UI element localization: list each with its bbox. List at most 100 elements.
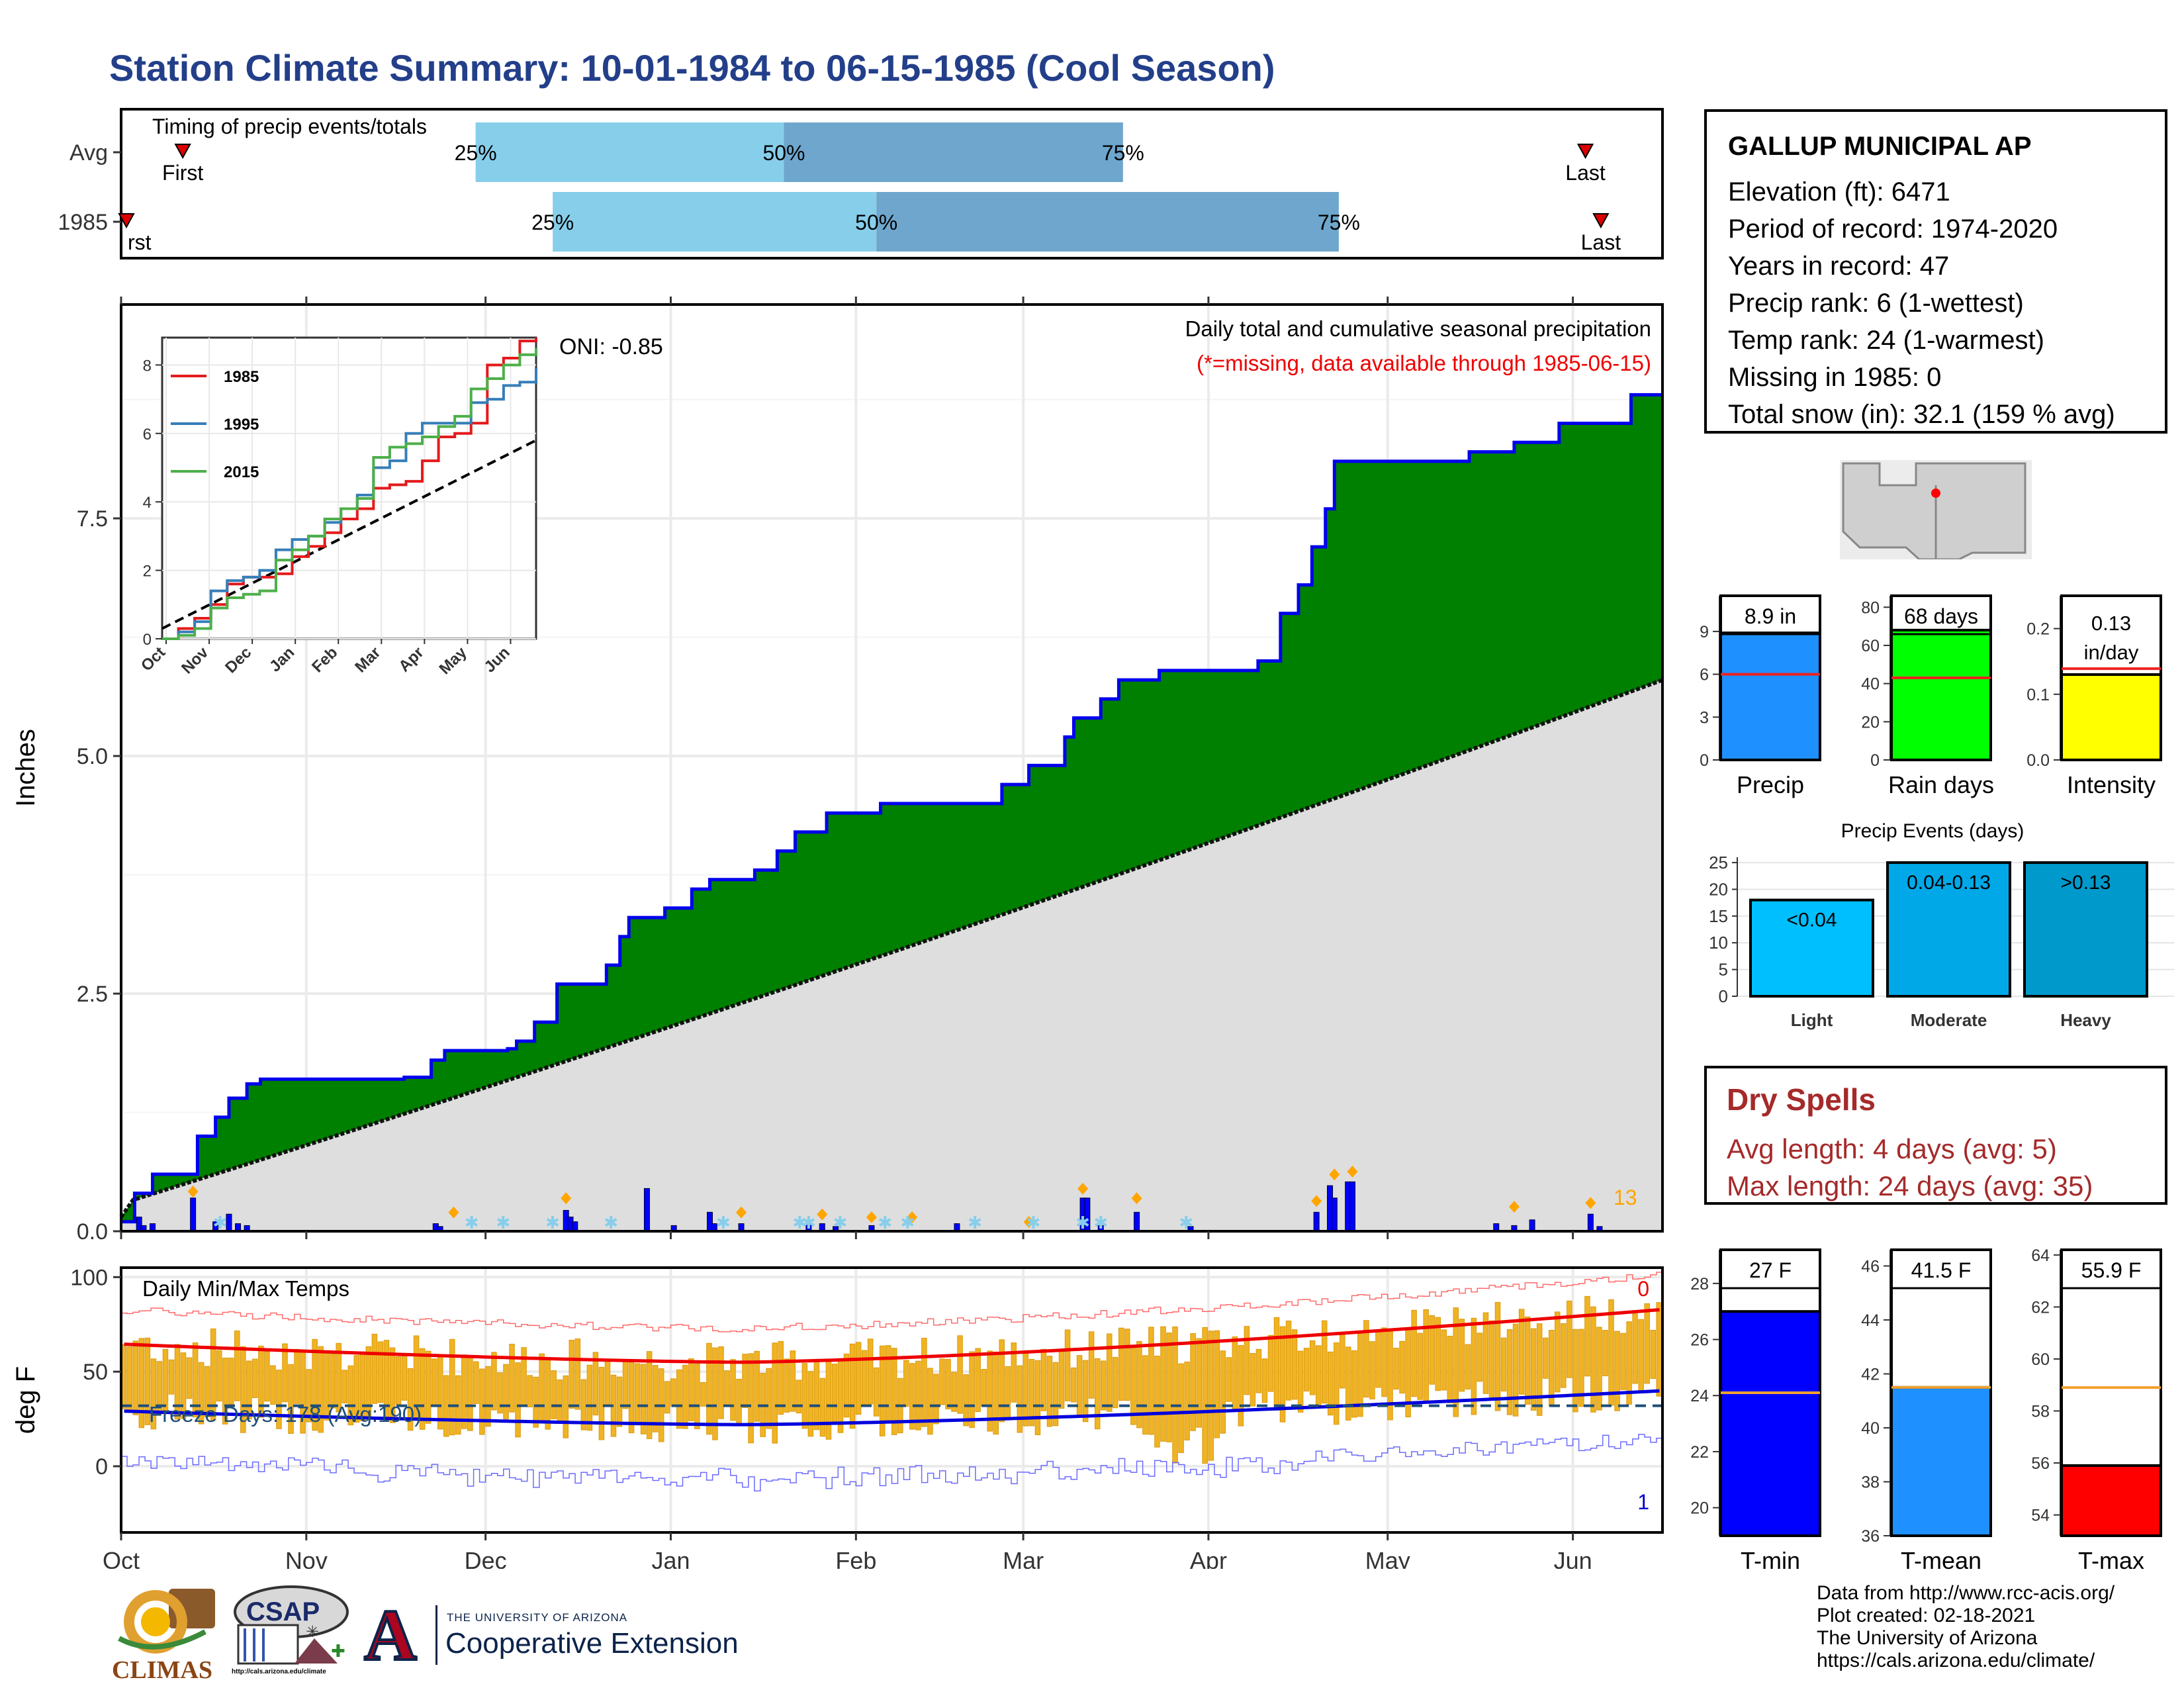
daily-temp-bar xyxy=(1555,1311,1561,1393)
daily-temp-bar xyxy=(312,1338,318,1431)
stat-value-label: 0.13 xyxy=(2091,612,2131,635)
daily-temp-bar xyxy=(1023,1352,1029,1427)
trace-marker: ✱ xyxy=(900,1213,915,1233)
daily-temp-bar xyxy=(1046,1356,1053,1427)
daily-temp-bar xyxy=(1285,1320,1292,1401)
daily-temp-bar xyxy=(210,1328,216,1421)
daily-temp-bar xyxy=(1608,1299,1614,1406)
daily-temp-bar xyxy=(616,1376,623,1427)
stat-y-tick-label: 62 xyxy=(2031,1298,2050,1317)
daily-temp-bar xyxy=(294,1348,300,1404)
stat-bar-label: T-mean xyxy=(1901,1547,1981,1574)
daily-temp-bar xyxy=(1596,1327,1602,1411)
daily-temp-bar xyxy=(1453,1307,1459,1417)
daily-temp-bar xyxy=(186,1357,193,1399)
daily-temp-bar xyxy=(927,1368,933,1435)
daily-temp-bar xyxy=(545,1359,551,1430)
daily-temp-bar xyxy=(718,1346,724,1419)
daily-temp-bar xyxy=(1279,1326,1286,1423)
daily-temp-bar xyxy=(1261,1358,1268,1403)
daily-temp-bar xyxy=(1309,1340,1316,1395)
trace-marker: ✱ xyxy=(878,1213,892,1233)
station-precip-rank: Precip rank: 6 (1-wettest) xyxy=(1728,289,2024,318)
daily-temp-bar xyxy=(670,1378,676,1407)
stat-y-tick-label: 0.0 xyxy=(2026,751,2050,770)
trace-marker: ✱ xyxy=(1026,1213,1040,1233)
stat-value-label: 27 F xyxy=(1749,1258,1792,1282)
daily-temp-bar xyxy=(1614,1331,1620,1411)
daily-temp-bar xyxy=(1040,1348,1047,1411)
daily-temp-bar xyxy=(1148,1327,1154,1435)
month-label: Jan xyxy=(651,1547,690,1569)
daily-temp-bar xyxy=(1626,1321,1632,1405)
climas-text: CLIMAS xyxy=(111,1656,213,1684)
ua-big-text: Cooperative Extension xyxy=(445,1627,739,1660)
inset-frame xyxy=(161,336,537,640)
y-tick-label: 0.0 xyxy=(77,1219,108,1244)
inset-legend-label: 1985 xyxy=(224,368,259,386)
daily-temp-bar xyxy=(1160,1326,1166,1442)
daily-temp-bar xyxy=(622,1359,629,1409)
daily-temp-bar xyxy=(144,1337,151,1425)
daily-temp-bar xyxy=(222,1358,228,1425)
stat-value-label: in/day xyxy=(2084,641,2139,664)
month-label: Dec xyxy=(465,1547,507,1569)
daily-temp-bar xyxy=(796,1380,802,1414)
daily-temp-bar xyxy=(1196,1338,1202,1428)
timing-row-label: Avg xyxy=(69,140,108,165)
daily-temp-bar xyxy=(903,1360,909,1407)
station-missing: Missing in 1985: 0 xyxy=(1728,363,1942,392)
stat-bar-T-min xyxy=(1719,1310,1821,1537)
timing-q-label: 50% xyxy=(762,141,805,165)
stat-bar-label: Precip xyxy=(1737,771,1804,798)
daily-temp-bar xyxy=(1542,1337,1549,1379)
snow-day-marker xyxy=(1585,1197,1596,1209)
month-label: Feb xyxy=(835,1547,876,1569)
daily-temp-bar xyxy=(1500,1337,1507,1392)
temp-y-tick-label: 100 xyxy=(70,1265,108,1290)
snow-day-marker xyxy=(1023,1216,1034,1228)
timing-q25-q50-bar xyxy=(475,122,784,182)
trace-marker: ✱ xyxy=(792,1213,807,1233)
trace-marker: ✱ xyxy=(212,1213,227,1233)
daily-temp-bar xyxy=(586,1364,593,1431)
daily-precip-bar xyxy=(572,1221,578,1232)
daily-temp-bar xyxy=(132,1340,139,1415)
trace-marker: ✱ xyxy=(801,1213,816,1233)
daily-temp-bar xyxy=(1512,1323,1519,1417)
daily-temp-bar xyxy=(449,1338,455,1436)
daily-precip-bar xyxy=(1529,1219,1535,1232)
daily-precip-bar xyxy=(1331,1197,1338,1232)
events-y-tick-label: 0 xyxy=(1719,986,1728,1006)
daily-precip-bar xyxy=(1134,1211,1140,1232)
inset-legend-label: 2015 xyxy=(224,463,259,481)
daily-temp-bar xyxy=(1506,1329,1513,1415)
inset-y-tick-label: 8 xyxy=(143,357,152,375)
record-max-line xyxy=(121,1272,1662,1333)
daily-temp-bar xyxy=(849,1343,856,1429)
daily-temp-bar xyxy=(1494,1301,1501,1411)
dry-spells-panel: Dry Spells Avg length: 4 days (avg: 5) M… xyxy=(1704,1066,2167,1205)
station-temp-rank: Temp rank: 24 (1-warmest) xyxy=(1728,326,2044,355)
stat-y-tick-label: 40 xyxy=(1861,675,1880,694)
precip-events-chart: Precip Events (days) 0 5 10 15 20 25 <0.04 Light… xyxy=(1709,821,2174,1030)
credit-line: Data from http://www.rcc-acis.org/ xyxy=(1817,1582,2115,1604)
stat-y-tick-label: 0.1 xyxy=(2026,686,2050,704)
daily-temp-bar xyxy=(569,1339,575,1409)
daily-temp-bar xyxy=(1250,1352,1256,1407)
daily-temp-bar xyxy=(772,1342,778,1444)
stat-y-tick-label: 58 xyxy=(2031,1402,2050,1421)
daily-temp-bar xyxy=(240,1346,246,1433)
daily-temp-bar xyxy=(813,1360,820,1430)
daily-temp-bar xyxy=(1267,1335,1274,1392)
daily-temp-bar xyxy=(598,1366,605,1440)
daily-temp-bar xyxy=(503,1364,509,1420)
events-value-label: >0.13 xyxy=(2061,872,2111,894)
daily-temp-bar xyxy=(592,1352,599,1416)
trace-marker: ✱ xyxy=(968,1213,982,1233)
timing-q-label: 25% xyxy=(531,211,574,234)
stat-bar-label: T-min xyxy=(1741,1547,1800,1574)
daily-temp-bar xyxy=(1244,1326,1250,1395)
timing-q-label: 25% xyxy=(455,141,497,165)
daily-temp-bar xyxy=(1017,1365,1023,1433)
